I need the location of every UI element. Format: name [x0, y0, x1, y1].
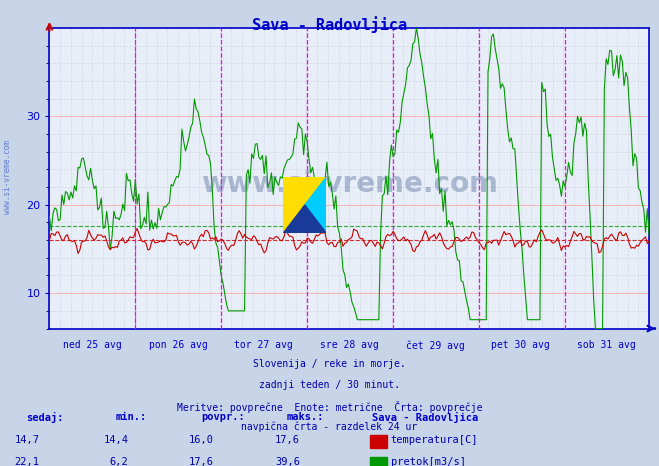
- Text: 14,4: 14,4: [103, 435, 129, 445]
- Text: pretok[m3/s]: pretok[m3/s]: [391, 457, 466, 466]
- Text: maks.:: maks.:: [287, 412, 324, 422]
- Text: Sava - Radovljica: Sava - Radovljica: [252, 16, 407, 33]
- Text: sre 28 avg: sre 28 avg: [320, 340, 379, 350]
- Polygon shape: [304, 177, 326, 233]
- Text: pon 26 avg: pon 26 avg: [148, 340, 208, 350]
- Text: navpična črta - razdelek 24 ur: navpična črta - razdelek 24 ur: [241, 422, 418, 432]
- Text: pet 30 avg: pet 30 avg: [491, 340, 550, 350]
- Text: min.:: min.:: [115, 412, 146, 422]
- Text: temperatura[C]: temperatura[C]: [391, 435, 478, 445]
- Text: Sava - Radovljica: Sava - Radovljica: [372, 412, 478, 424]
- Text: 39,6: 39,6: [275, 457, 300, 466]
- Text: 16,0: 16,0: [189, 435, 214, 445]
- Text: 14,7: 14,7: [14, 435, 40, 445]
- Text: zadnji teden / 30 minut.: zadnji teden / 30 minut.: [259, 380, 400, 390]
- Text: 17,6: 17,6: [189, 457, 214, 466]
- Text: 6,2: 6,2: [110, 457, 129, 466]
- Text: tor 27 avg: tor 27 avg: [234, 340, 293, 350]
- Text: 17,6: 17,6: [275, 435, 300, 445]
- Text: povpr.:: povpr.:: [201, 412, 244, 422]
- Text: www.si-vreme.com: www.si-vreme.com: [3, 140, 13, 214]
- Text: 22,1: 22,1: [14, 457, 40, 466]
- Text: sob 31 avg: sob 31 avg: [577, 340, 636, 350]
- Text: Meritve: povprečne  Enote: metrične  Črta: povprečje: Meritve: povprečne Enote: metrične Črta:…: [177, 401, 482, 413]
- Text: sedaj:: sedaj:: [26, 412, 64, 424]
- Text: čet 29 avg: čet 29 avg: [405, 340, 465, 351]
- Text: ned 25 avg: ned 25 avg: [63, 340, 122, 350]
- Text: Slovenija / reke in morje.: Slovenija / reke in morje.: [253, 359, 406, 369]
- Polygon shape: [283, 205, 326, 233]
- Polygon shape: [283, 177, 326, 233]
- Text: www.si-vreme.com: www.si-vreme.com: [201, 170, 498, 198]
